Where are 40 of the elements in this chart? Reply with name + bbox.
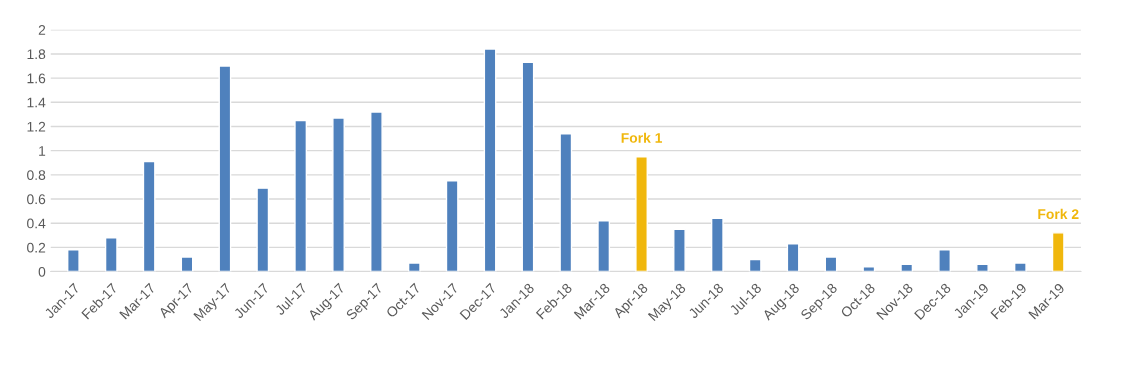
bar (559, 133, 573, 272)
bar (294, 119, 308, 272)
y-tick-label: 0.2 (27, 242, 46, 253)
bar (407, 262, 421, 272)
bar (938, 249, 951, 272)
bar (748, 258, 762, 272)
bar (67, 249, 80, 272)
bar (370, 111, 383, 272)
bar (900, 263, 914, 272)
bar (635, 156, 648, 272)
y-tick-label: 1.4 (27, 97, 46, 108)
annotation: Fork 1 (621, 132, 663, 143)
y-tick-label: 0.8 (27, 170, 46, 181)
y-tick-label: 0.6 (27, 194, 46, 205)
bar (104, 237, 118, 272)
bar (180, 256, 194, 272)
y-tick-label: 1 (39, 146, 46, 156)
y-tick-label: 1.2 (27, 121, 46, 132)
y-tick-label: 2 (38, 25, 46, 35)
bar (1013, 262, 1027, 272)
bar (445, 180, 459, 272)
bar (710, 217, 724, 272)
y-tick-label: 0 (38, 266, 46, 277)
y-tick-label: 1.6 (27, 73, 46, 84)
bar (673, 228, 686, 272)
bar (862, 266, 876, 272)
bar (976, 263, 989, 272)
bar (256, 187, 270, 272)
bar (142, 160, 156, 272)
bar (521, 61, 535, 272)
bar (332, 117, 345, 272)
annotation: Fork 2 (1038, 208, 1079, 220)
bar (1051, 232, 1065, 272)
y-tick-label: 0.4 (27, 218, 46, 229)
bar (218, 65, 232, 272)
y-tick-label: 1.8 (27, 49, 46, 60)
bar (786, 243, 800, 272)
bar (483, 48, 497, 272)
bar (597, 220, 611, 272)
bar (824, 256, 838, 272)
